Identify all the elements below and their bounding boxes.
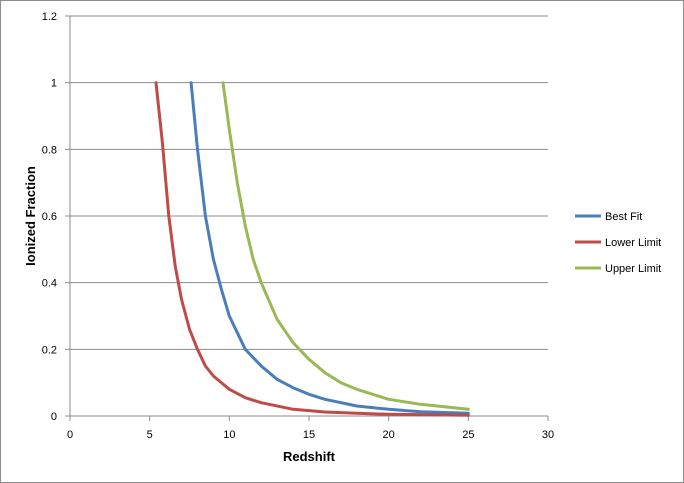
- gridlines: [70, 15, 548, 350]
- x-tick-label: 25: [462, 429, 474, 441]
- x-tick-label: 20: [383, 429, 395, 441]
- series-line-upper-limit: [221, 81, 470, 411]
- legend: Best Fit Lower Limit Upper Limit: [575, 211, 661, 275]
- x-axis-title: Redshift: [283, 449, 336, 464]
- y-tick-label: 1.2: [42, 11, 57, 23]
- axes: [65, 15, 549, 421]
- series-lines: [154, 81, 470, 417]
- series-line-best-fit: [189, 81, 470, 415]
- legend-label: Upper Limit: [605, 263, 661, 275]
- y-tick-label: 0.4: [42, 278, 57, 290]
- y-axis-title: Ionized Fraction: [23, 166, 38, 266]
- legend-label: Best Fit: [605, 211, 642, 223]
- y-tick-label: 0: [51, 411, 57, 423]
- legend-label: Lower Limit: [605, 237, 661, 249]
- x-tick-label: 0: [67, 429, 73, 441]
- y-tick-labels: 0 0.2 0.4 0.6 0.8 1 1.2: [42, 11, 57, 423]
- y-tick-label: 0.6: [42, 211, 57, 223]
- x-tick-label: 30: [542, 429, 554, 441]
- y-tick-label: 0.8: [42, 144, 57, 156]
- x-tick-labels: 0 5 10 15 20 25 30: [67, 429, 554, 441]
- series-line-lower-limit: [154, 81, 470, 417]
- y-tick-label: 1: [51, 78, 57, 90]
- x-tick-label: 15: [303, 429, 315, 441]
- y-tick-label: 0.2: [42, 344, 57, 356]
- x-tick-label: 5: [147, 429, 153, 441]
- x-tick-label: 10: [223, 429, 235, 441]
